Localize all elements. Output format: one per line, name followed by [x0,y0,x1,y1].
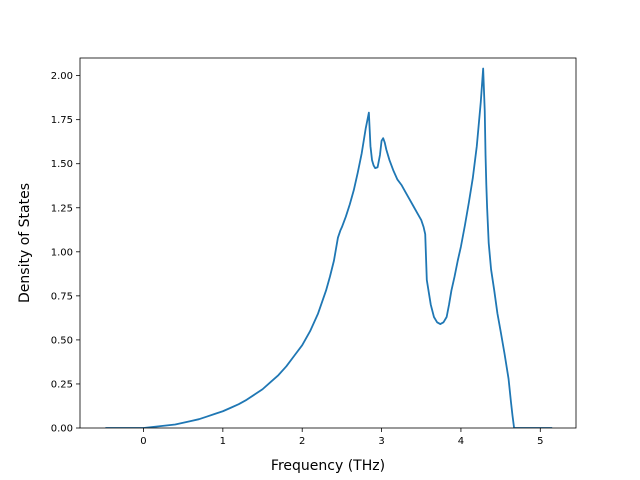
y-tick-label: 0.25 [51,379,73,390]
y-tick-label: 1.00 [51,247,73,258]
x-tick-label: 1 [220,436,226,447]
y-tick-label: 0.00 [51,424,73,435]
y-axis-label: Density of States [17,183,33,303]
y-tick-label: 1.75 [51,115,73,126]
x-tick-label: 3 [378,436,384,447]
x-tick-label: 4 [458,436,464,447]
x-tick-label: 2 [299,436,305,447]
y-tick-label: 0.75 [51,291,73,302]
y-tick-label: 2.00 [51,71,73,82]
x-axis-label: Frequency (THz) [271,458,385,474]
dos-line-series-0 [105,67,553,428]
y-tick-label: 1.25 [51,203,73,214]
y-tick-label: 1.50 [51,159,73,170]
x-tick-label: 5 [537,436,543,447]
x-tick-label: 0 [140,436,146,447]
y-tick-label: 0.50 [51,335,73,346]
plot-frame [79,57,577,429]
